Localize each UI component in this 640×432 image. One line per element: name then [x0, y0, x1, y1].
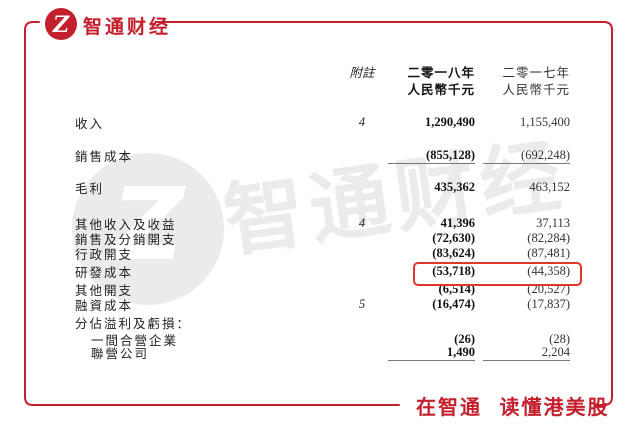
table-row-cost-of-sales: 銷售成本 (855,128) (692,248)	[75, 147, 570, 164]
brand-slogan: 在智通 读懂港美股	[416, 397, 610, 419]
svg-text:Z: Z	[52, 12, 70, 38]
header-unit-2018: 人民幣千元	[407, 82, 475, 97]
income-statement-table: 附註 二零一八年 二零一七年 人民幣千元 人民幣千元 收入 4 1,290,49…	[75, 60, 570, 390]
brand-name: 智通财经	[83, 17, 172, 38]
header-note: 附註	[349, 65, 375, 80]
rule-line	[483, 163, 570, 164]
table-row-associates: 聯營公司 1,490 2,204	[91, 344, 570, 361]
table-row-administrative: 行政開支 (83,624) (87,481)	[75, 245, 570, 262]
table-row-share-of-profits-losses: 分佔溢利及虧損：	[75, 316, 192, 331]
table-row-gross-profit: 毛利 435,362 463,152	[75, 179, 570, 196]
table-header-row-2: 人民幣千元 人民幣千元	[75, 79, 570, 97]
highlight-box-rnd-costs	[413, 262, 582, 286]
rule-line	[483, 360, 570, 361]
table-row-revenue: 收入 4 1,290,490 1,155,400	[75, 114, 570, 131]
table-row-finance-costs: 融資成本 5 (16,474) (17,837)	[75, 296, 570, 313]
rule-line	[388, 163, 475, 164]
table-header-row-1: 附註 二零一八年 二零一七年	[75, 62, 570, 80]
brand-logo-icon: Z	[45, 8, 77, 40]
rule-line	[388, 360, 475, 361]
header-unit-2017: 人民幣千元	[502, 82, 570, 97]
